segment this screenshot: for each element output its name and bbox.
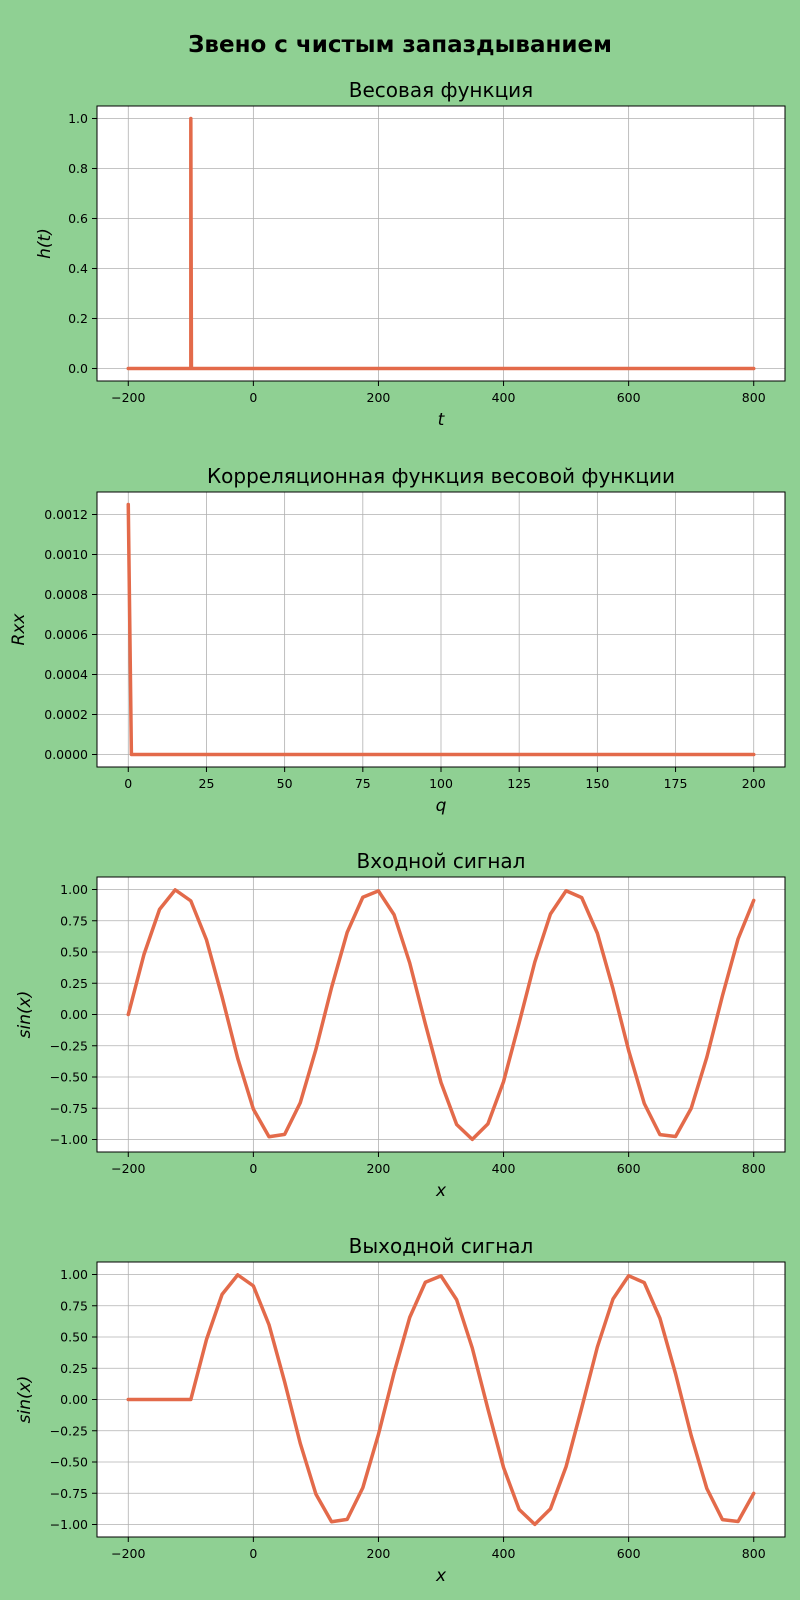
y-tick-label: −0.75 [50,1486,88,1501]
x-tick-label: 125 [507,776,531,791]
y-tick-label: 0.50 [60,1330,88,1345]
y-tick-label: 0.0 [68,361,88,376]
y-tick-label: 1.00 [60,1267,88,1282]
x-tick-label: 800 [742,1546,766,1561]
y-tick-label: 0.50 [60,945,88,960]
y-tick-label: 0.6 [68,211,88,226]
y-tick-label: −0.25 [50,1423,88,1438]
y-tick-label: 0.0008 [44,587,88,602]
x-tick-label: 50 [277,776,293,791]
y-tick-label: 0.0006 [44,627,88,642]
x-tick-label: 0 [249,1161,257,1176]
x-axis-label: x [435,1566,447,1586]
x-tick-label: 200 [742,776,766,791]
y-tick-label: 0.8 [68,161,88,176]
x-tick-label: 600 [617,390,641,405]
y-tick-label: 0.4 [68,261,88,276]
y-tick-label: 0.0002 [44,707,88,722]
series-line-2 [126,502,756,757]
y-tick-label: 0.75 [60,1298,88,1313]
chart-title: Выходной сигнал [349,1234,534,1258]
x-tick-label: −200 [111,1546,145,1561]
y-tick-label: −0.50 [50,1070,88,1085]
plot-area-1 [97,106,785,381]
y-tick-label: −1.00 [50,1517,88,1532]
y-tick-label: 1.0 [68,111,88,126]
y-tick-label: 1.00 [60,882,88,897]
x-tick-label: 600 [617,1546,641,1561]
y-axis-label: sin(x) [15,1376,35,1424]
x-tick-label: 200 [367,1546,391,1561]
y-tick-label: 0.0000 [44,747,88,762]
chart-title: Корреляционная функция весовой функции [207,464,675,488]
y-axis-label: sin(x) [15,991,35,1039]
x-axis-label: q [436,796,447,816]
x-axis-label: x [435,1181,447,1201]
x-tick-label: 75 [355,776,371,791]
chart-title: Весовая функция [349,78,533,102]
x-tick-label: 600 [617,1161,641,1176]
y-tick-label: −0.25 [50,1038,88,1053]
x-tick-label: 150 [585,776,609,791]
x-tick-label: 175 [664,776,688,791]
x-tick-label: 0 [249,1546,257,1561]
y-tick-label: 0.0010 [44,547,88,562]
x-tick-label: 100 [429,776,453,791]
y-axis-label: h(t) [35,228,55,259]
x-tick-label: 400 [492,1546,516,1561]
series-line-3 [126,888,756,1142]
y-tick-label: −1.00 [50,1132,88,1147]
series-line-4 [126,1273,756,1527]
x-axis-label: t [438,410,446,430]
y-tick-label: 0.2 [68,311,88,326]
x-tick-label: 200 [367,390,391,405]
chart-title: Входной сигнал [357,849,526,873]
x-tick-label: −200 [111,390,145,405]
y-tick-label: 0.00 [60,1007,88,1022]
x-tick-label: 25 [199,776,215,791]
x-tick-label: −200 [111,1161,145,1176]
series-line-1 [126,116,756,371]
x-tick-label: 0 [249,390,257,405]
y-tick-label: 0.25 [60,1361,88,1376]
x-tick-label: 800 [742,390,766,405]
axes-frame [96,105,786,382]
y-tick-label: 0.75 [60,913,88,928]
y-tick-label: −0.50 [50,1455,88,1470]
y-tick-label: 0.00 [60,1392,88,1407]
y-axis-label: Rxx [9,613,29,646]
x-tick-label: 400 [492,390,516,405]
y-tick-label: −0.75 [50,1101,88,1116]
y-tick-label: 0.25 [60,976,88,991]
y-tick-label: 0.0004 [44,667,88,682]
x-tick-label: 400 [492,1161,516,1176]
x-tick-label: 200 [367,1161,391,1176]
x-tick-label: 800 [742,1161,766,1176]
x-tick-label: 0 [124,776,132,791]
y-tick-label: 0.0012 [44,507,88,522]
figure-title: Звено с чистым запаздыванием [188,32,612,58]
